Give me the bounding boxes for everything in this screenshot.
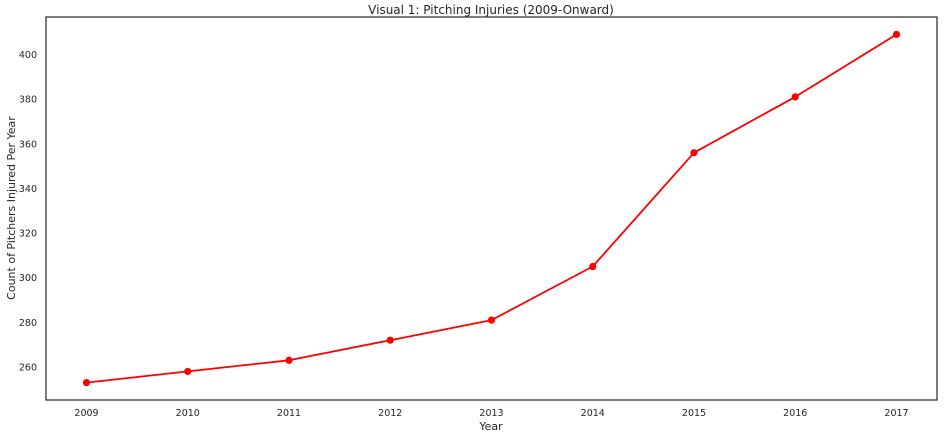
data-point <box>386 336 394 344</box>
y-tick-label: 260 <box>19 362 37 373</box>
x-tick-labels: 2009 2010 2011 2012 2013 2014 2015 2016 2017 <box>74 408 908 419</box>
x-tick-label: 2010 <box>176 408 200 419</box>
data-point <box>791 93 799 101</box>
y-axis-label: Count of Pitchers Injured Per Year <box>5 116 18 300</box>
y-tick-label: 400 <box>19 50 37 61</box>
data-point <box>487 316 496 324</box>
y-tick-label: 380 <box>19 95 37 106</box>
y-tick-label: 280 <box>19 318 37 329</box>
x-tick-label: 2016 <box>783 408 807 419</box>
y-tick-label: 320 <box>19 229 37 240</box>
data-point <box>892 30 901 39</box>
series-layer <box>82 30 901 387</box>
y-tick-label: 300 <box>19 273 37 284</box>
x-tick-label: 2012 <box>378 408 402 419</box>
plot-frame <box>45 16 938 401</box>
data-point <box>589 262 597 271</box>
data-point <box>184 367 192 376</box>
y-tick-label: 340 <box>19 184 37 195</box>
x-axis-label: Year <box>478 420 503 433</box>
y-tick-labels: 260 280 300 320 340 360 380 400 <box>19 50 37 373</box>
x-tick-label: 2011 <box>277 408 301 419</box>
x-tick-label: 2017 <box>884 408 908 419</box>
data-point <box>690 149 698 157</box>
x-tick-label: 2015 <box>682 408 706 419</box>
chart-title: Visual 1: Pitching Injuries (2009-Onward… <box>368 3 614 17</box>
data-point <box>82 378 91 387</box>
data-point <box>285 356 293 364</box>
x-tick-label: 2009 <box>74 408 98 419</box>
y-tick-label: 360 <box>19 139 37 150</box>
x-tick-label: 2013 <box>479 408 503 419</box>
x-tick-label: 2014 <box>581 408 605 419</box>
